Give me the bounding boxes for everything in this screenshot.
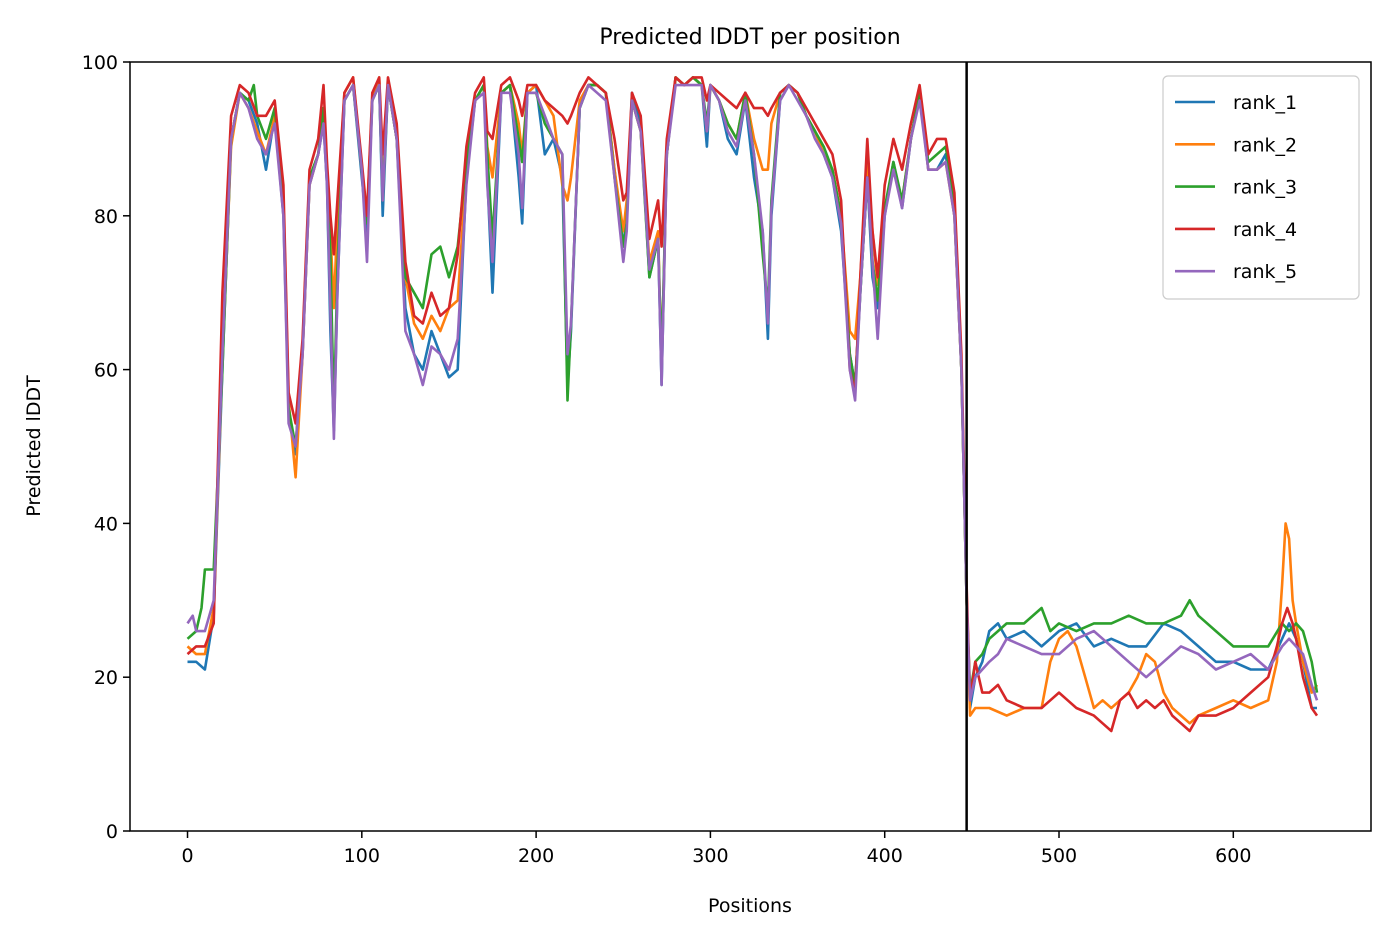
legend-label-rank_3: rank_3 <box>1233 177 1297 199</box>
y-tick-label: 80 <box>94 206 118 228</box>
legend-label-rank_1: rank_1 <box>1233 92 1297 114</box>
y-axis-label: Predicted lDDT <box>23 375 45 517</box>
series-line-rank_2 <box>186 76 1319 725</box>
y-tick-label: 60 <box>94 360 118 382</box>
axis-ticks: 0 100 200 300 400 500 600 0 20 40 60 80 100 <box>82 52 1252 867</box>
x-tick-label: 600 <box>1215 845 1251 867</box>
series-line-rank_1 <box>187 76 1317 710</box>
legend-label-rank_2: rank_2 <box>1233 134 1297 156</box>
y-tick-label: 40 <box>94 513 118 535</box>
legend: rank_1 rank_2 rank_3 rank_4 rank_5 <box>1162 75 1360 300</box>
series-lines <box>186 76 1319 733</box>
legend-label-rank_5: rank_5 <box>1233 261 1297 283</box>
plot-frame <box>129 61 1372 832</box>
x-tick-label: 400 <box>867 845 903 867</box>
x-tick-label: 200 <box>518 845 554 867</box>
y-tick-label: 100 <box>82 52 118 74</box>
x-tick-label: 500 <box>1041 845 1077 867</box>
y-tick-label: 20 <box>94 667 118 689</box>
y-tick-label: 0 <box>106 821 118 843</box>
series-line-rank_4 <box>186 76 1319 733</box>
series-line-rank_5 <box>186 83 1319 702</box>
x-tick-label: 300 <box>692 845 728 867</box>
x-tick-label: 100 <box>344 845 380 867</box>
chart-title: Predicted lDDT per position <box>599 25 900 50</box>
x-axis-label: Positions <box>708 895 792 917</box>
legend-label-rank_4: rank_4 <box>1233 219 1297 241</box>
legend-box <box>1162 75 1360 300</box>
x-tick-label: 0 <box>181 845 193 867</box>
